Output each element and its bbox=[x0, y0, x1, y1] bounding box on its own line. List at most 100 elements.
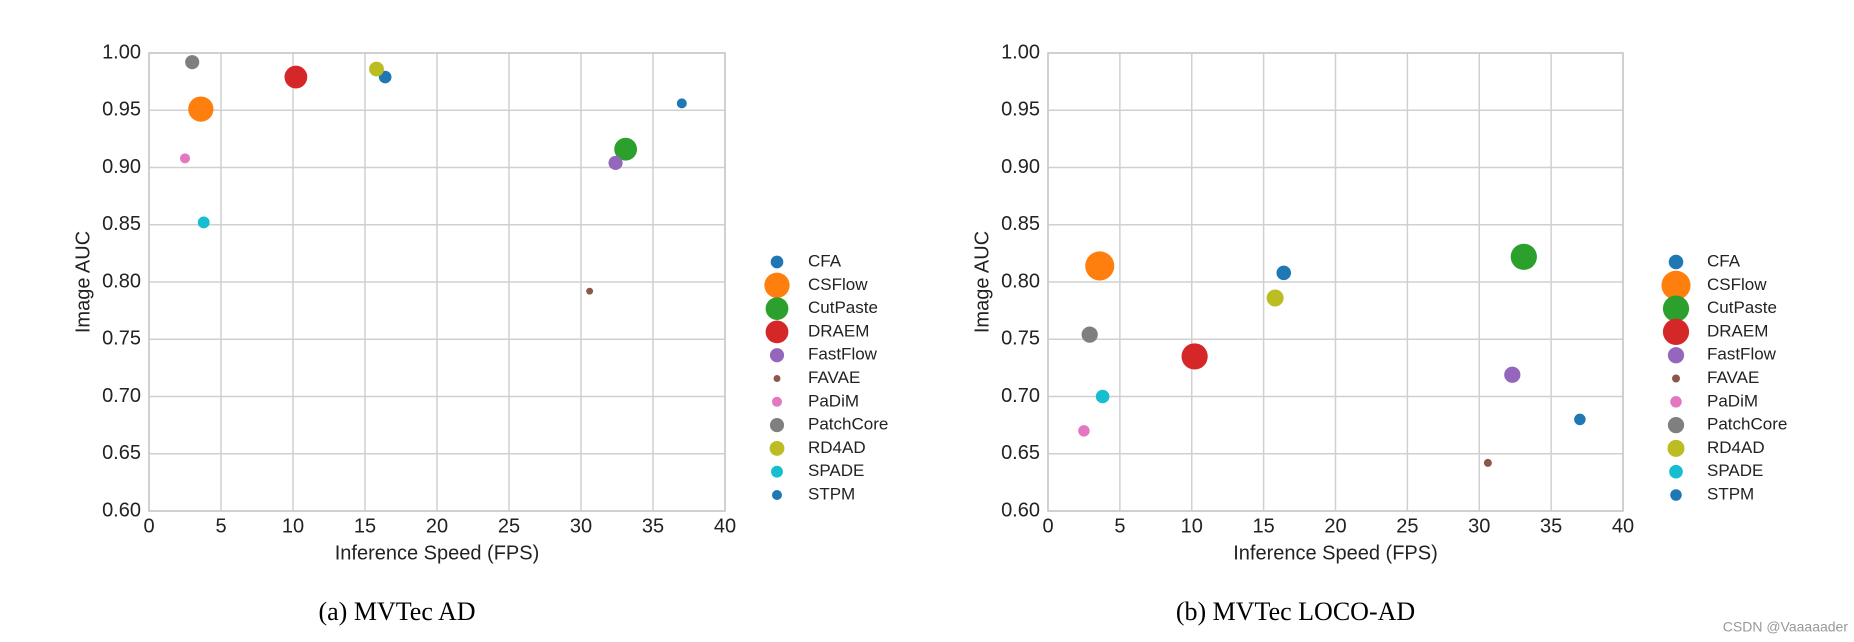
legend-label: CSFlow bbox=[1707, 275, 1767, 294]
legend-marker bbox=[769, 348, 785, 363]
y-tick-label: 0.80 bbox=[102, 270, 141, 292]
legend-marker bbox=[765, 297, 789, 321]
legend-marker bbox=[773, 375, 781, 382]
x-tick-label: 15 bbox=[1253, 515, 1275, 537]
x-tick-label: 5 bbox=[215, 515, 226, 537]
legend-marker bbox=[764, 272, 790, 298]
x-tick-label: 0 bbox=[1042, 515, 1053, 537]
data-point bbox=[586, 287, 594, 295]
legend-label: FastFlow bbox=[808, 345, 878, 364]
data-point bbox=[1081, 326, 1098, 343]
data-point bbox=[1266, 289, 1284, 307]
y-tick-label: 1.00 bbox=[102, 41, 141, 63]
data-point bbox=[185, 55, 200, 70]
x-tick-label: 15 bbox=[354, 515, 376, 537]
x-axis-label: Inference Speed (FPS) bbox=[335, 542, 540, 564]
x-tick-label: 30 bbox=[570, 515, 592, 537]
data-point bbox=[1095, 389, 1110, 404]
legend-marker bbox=[769, 440, 785, 456]
legend-label: STPM bbox=[808, 484, 855, 503]
x-tick-label: 5 bbox=[1114, 515, 1125, 537]
legend-marker bbox=[769, 418, 785, 433]
data-point bbox=[1276, 265, 1292, 281]
x-tick-label: 25 bbox=[498, 515, 520, 537]
legend-marker bbox=[1667, 416, 1685, 434]
legend-marker bbox=[1672, 374, 1680, 383]
x-axis-label: Inference Speed (FPS) bbox=[1233, 542, 1438, 564]
data-point bbox=[1574, 413, 1586, 426]
x-tick-label: 10 bbox=[282, 515, 304, 537]
y-tick-label: 0.80 bbox=[1001, 270, 1040, 292]
data-point bbox=[197, 216, 210, 229]
legend-label: DRAEM bbox=[808, 321, 869, 340]
legend-label: FAVAE bbox=[1707, 368, 1759, 387]
legend-marker bbox=[1662, 318, 1690, 346]
x-tick-label: 20 bbox=[426, 515, 448, 537]
caption: (a) MVTec AD bbox=[318, 597, 475, 626]
legend-label: SPADE bbox=[808, 461, 864, 480]
legend-label: STPM bbox=[1707, 484, 1754, 503]
y-tick-label: 0.70 bbox=[102, 385, 141, 407]
watermark: CSDN @Vaaaaader bbox=[1723, 619, 1849, 635]
data-point bbox=[1510, 243, 1537, 270]
y-axis-label: Image AUC bbox=[72, 231, 94, 333]
x-tick-label: 20 bbox=[1324, 515, 1346, 537]
legend-label: SPADE bbox=[1707, 461, 1763, 480]
data-point bbox=[284, 65, 308, 89]
x-tick-label: 40 bbox=[1612, 515, 1634, 537]
data-point bbox=[1483, 458, 1492, 467]
data-point bbox=[676, 98, 687, 109]
legend-label: CutPaste bbox=[1707, 298, 1777, 317]
y-tick-label: 0.60 bbox=[1001, 499, 1040, 521]
legend-label: PaDiM bbox=[1707, 391, 1758, 410]
x-tick-label: 10 bbox=[1181, 515, 1203, 537]
data-point bbox=[369, 61, 384, 77]
legend-label: DRAEM bbox=[1707, 321, 1768, 340]
x-tick-label: 35 bbox=[1540, 515, 1562, 537]
y-tick-label: 0.70 bbox=[1001, 385, 1040, 407]
legend-marker bbox=[772, 490, 782, 500]
plot-frame bbox=[1047, 52, 1624, 512]
legend-marker bbox=[1667, 347, 1685, 364]
data-point bbox=[614, 137, 638, 161]
x-tick-label: 40 bbox=[714, 515, 736, 537]
legend-marker bbox=[770, 255, 784, 269]
data-point bbox=[180, 153, 190, 164]
x-tick-label: 35 bbox=[642, 515, 664, 537]
y-tick-label: 0.85 bbox=[102, 213, 141, 235]
data-point bbox=[1085, 251, 1115, 281]
data-point bbox=[1504, 366, 1521, 383]
legend-label: CFA bbox=[808, 251, 842, 270]
data-point bbox=[188, 96, 214, 122]
legend-label: PaDiM bbox=[808, 391, 859, 410]
x-tick-label: 0 bbox=[143, 515, 154, 537]
y-tick-label: 0.90 bbox=[102, 156, 141, 178]
legend-marker bbox=[1670, 396, 1682, 408]
y-tick-label: 0.65 bbox=[102, 442, 141, 464]
legend-marker bbox=[1662, 295, 1690, 322]
y-tick-label: 0.95 bbox=[102, 99, 141, 121]
legend-marker bbox=[1669, 464, 1683, 479]
legend-label: PatchCore bbox=[808, 415, 888, 434]
legend-marker bbox=[765, 320, 789, 344]
data-point bbox=[1078, 425, 1090, 437]
y-axis-label: Image AUC bbox=[971, 231, 993, 333]
y-tick-label: 0.95 bbox=[1001, 99, 1040, 121]
legend-marker bbox=[1670, 489, 1682, 501]
y-tick-label: 1.00 bbox=[1001, 41, 1040, 63]
plot-frame bbox=[148, 52, 726, 512]
y-tick-label: 0.75 bbox=[102, 328, 141, 350]
legend-marker bbox=[771, 465, 783, 478]
data-point bbox=[608, 155, 623, 170]
legend-label: PatchCore bbox=[1707, 415, 1787, 434]
y-tick-label: 0.85 bbox=[1001, 213, 1040, 235]
y-tick-label: 0.65 bbox=[1001, 442, 1040, 464]
legend-label: RD4AD bbox=[1707, 438, 1765, 457]
y-tick-label: 0.90 bbox=[1001, 156, 1040, 178]
legend-label: RD4AD bbox=[808, 438, 866, 457]
legend-label: FastFlow bbox=[1707, 345, 1777, 364]
legend-label: CFA bbox=[1707, 251, 1741, 270]
legend-marker bbox=[1668, 254, 1684, 270]
legend-label: CutPaste bbox=[808, 298, 878, 317]
y-tick-label: 0.75 bbox=[1001, 328, 1040, 350]
